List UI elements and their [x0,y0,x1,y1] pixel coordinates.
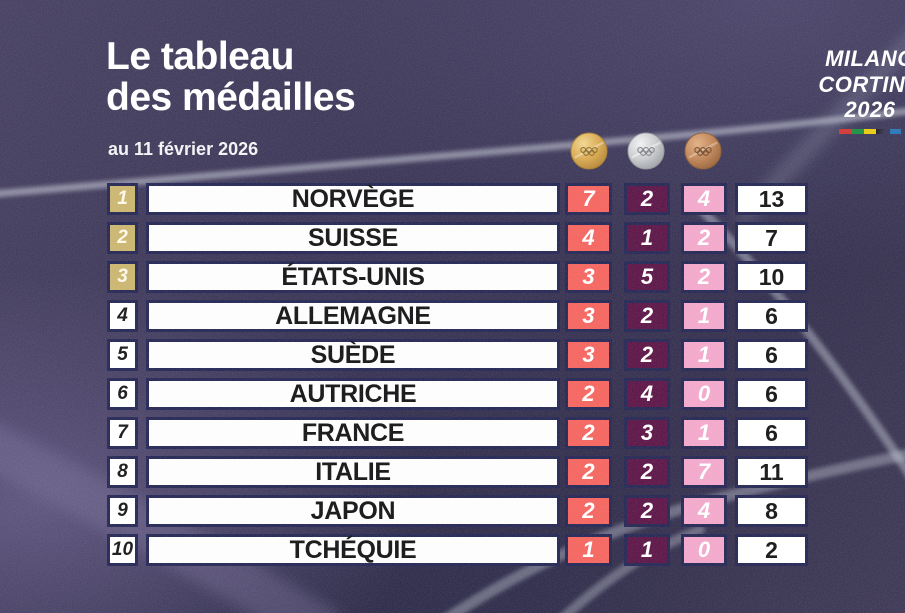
gold-count-cell: 2 [565,495,612,527]
table-row: 9 JAPON 2 2 4 8 [0,495,905,527]
table-row: 7 FRANCE 2 3 1 6 [0,417,905,449]
country-cell: ITALIE [146,456,560,488]
gold-count-cell: 3 [565,300,612,332]
total-count-cell: 6 [735,378,808,410]
silver-count-cell: 1 [624,534,670,566]
silver-count-cell: 2 [624,300,670,332]
bronze-count-cell: 1 [681,339,727,371]
total-count-cell: 2 [735,534,808,566]
country-cell: ALLEMAGNE [146,300,560,332]
bronze-count-cell: 1 [681,300,727,332]
page-title-line2: des médailles [106,76,356,120]
table-row: 8 ITALIE 2 2 7 11 [0,456,905,488]
stripe-green [852,128,864,134]
gold-count-cell: 3 [565,339,612,371]
table-row: 1 NORVÈGE 7 2 4 13 [0,183,905,215]
rank-badge: 8 [107,456,138,488]
rank-badge: 4 [107,300,138,332]
gold-count-cell: 7 [565,183,612,215]
event-logo: MILANO CORTINA 2026 [804,46,905,134]
country-cell: NORVÈGE [146,183,560,215]
total-count-cell: 10 [735,261,808,293]
silver-medal-icon [627,132,665,170]
gold-count-cell: 2 [565,417,612,449]
silver-count-cell: 2 [624,339,670,371]
bronze-count-cell: 4 [681,495,727,527]
gold-count-cell: 2 [565,378,612,410]
bronze-count-cell: 2 [681,261,727,293]
silver-count-cell: 2 [624,183,670,215]
silver-count-cell: 4 [624,378,670,410]
bronze-medal-icon [684,132,722,170]
total-count-cell: 8 [735,495,808,527]
rank-badge: 5 [107,339,138,371]
stripe-yellow [864,128,876,134]
total-count-cell: 13 [735,183,808,215]
table-row: 3 ÉTATS-UNIS 3 5 2 10 [0,261,905,293]
table-row: 6 AUTRICHE 2 4 0 6 [0,378,905,410]
country-cell: TCHÉQUIE [146,534,560,566]
silver-count-cell: 3 [624,417,670,449]
country-cell: AUTRICHE [146,378,560,410]
bronze-count-cell: 7 [681,456,727,488]
total-count-cell: 6 [735,300,808,332]
country-cell: FRANCE [146,417,560,449]
gold-count-cell: 1 [565,534,612,566]
gold-count-cell: 4 [565,222,612,254]
page-title: Le tableau des médailles [106,35,356,120]
country-cell: SUÈDE [146,339,560,371]
stripe-black [876,128,885,134]
country-cell: JAPON [146,495,560,527]
event-logo-line2: CORTINA [818,71,905,97]
silver-count-cell: 5 [624,261,670,293]
silver-count-cell: 1 [624,222,670,254]
silver-count-cell: 2 [624,495,670,527]
country-cell: ÉTATS-UNIS [146,261,560,293]
page-title-line1: Le tableau [106,35,294,78]
rank-badge: 7 [107,417,138,449]
rank-badge: 10 [107,534,138,566]
stripe-red [839,128,852,134]
date-note: au 11 février 2026 [108,139,259,159]
event-logo-line1: MILANO [825,46,905,71]
rank-badge: 6 [107,378,138,410]
total-count-cell: 6 [735,339,808,371]
bronze-count-cell: 1 [681,417,727,449]
total-count-cell: 11 [735,456,808,488]
bronze-count-cell: 4 [681,183,727,215]
total-count-cell: 6 [735,417,808,449]
table-row: 5 SUÈDE 3 2 1 6 [0,339,905,371]
rank-badge: 2 [107,222,138,254]
gold-count-cell: 2 [565,456,612,488]
bronze-count-cell: 0 [681,534,727,566]
country-cell: SUISSE [146,222,560,254]
stripe-blue [890,128,901,134]
rank-badge: 1 [107,183,138,215]
table-row: 2 SUISSE 4 1 2 7 [0,222,905,254]
olympic-color-stripe [839,128,901,134]
silver-count-cell: 2 [624,456,670,488]
rank-badge: 9 [107,495,138,527]
event-logo-line3: 2026 [844,97,896,123]
table-row: 4 ALLEMAGNE 3 2 1 6 [0,300,905,332]
total-count-cell: 7 [735,222,808,254]
rank-badge: 3 [107,261,138,293]
gold-medal-icon [570,132,608,170]
medal-table: 1 NORVÈGE 7 2 4 13 2 SUISSE 4 1 2 7 3 ÉT… [0,183,905,566]
bronze-count-cell: 0 [681,378,727,410]
gold-count-cell: 3 [565,261,612,293]
bronze-count-cell: 2 [681,222,727,254]
table-row: 10 TCHÉQUIE 1 1 0 2 [0,534,905,566]
